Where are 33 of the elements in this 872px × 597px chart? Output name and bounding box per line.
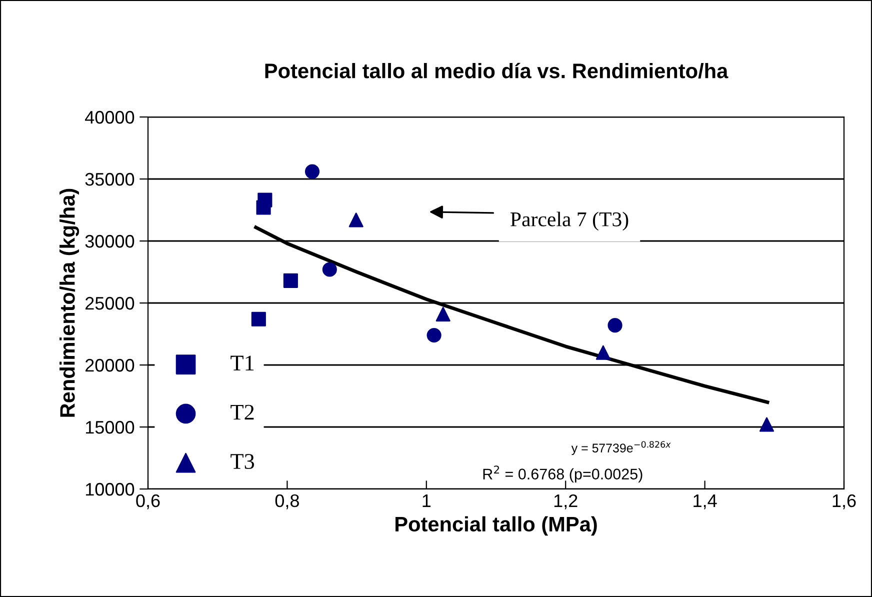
y-tick-label: 15000 — [86, 420, 134, 434]
point — [256, 200, 271, 215]
annotation: Parcela 7 (T3) — [510, 212, 628, 231]
x-tick-label: 1,2 — [554, 494, 578, 510]
point — [304, 164, 320, 179]
x-axis-title: Potencial tallo (MPa) — [396, 516, 597, 536]
point — [596, 345, 610, 360]
y-tick-label: 25000 — [86, 296, 134, 310]
x-tick-label: 1,4 — [694, 494, 717, 510]
y-tick-label: 20000 — [86, 358, 134, 372]
y-tick-label: 40000 — [85, 110, 134, 124]
annotation: y = 57739e$^{−0.826x}$ — [571, 441, 671, 455]
point — [322, 262, 337, 277]
x-tick-label: 1 — [422, 494, 431, 507]
chart-title: Potencial tallo al medio día vs. Rendimiento/ha — [265, 62, 728, 79]
legend-label: T3 — [230, 454, 254, 469]
x-tick-label: 0,6 — [136, 494, 160, 510]
legend-label: T1 — [230, 356, 254, 370]
y-tick-label: 35000 — [85, 172, 134, 186]
point — [251, 312, 266, 326]
y-tick-label: 10000 — [86, 482, 134, 496]
point — [608, 318, 622, 333]
annotation: R$^{2}$ = 0.6768 (p=0.0025) — [483, 466, 642, 483]
y-axis-title: Rendimiento/ha (kg/ha) — [60, 188, 80, 417]
y-tick-label: 30000 — [85, 234, 134, 248]
x-tick-label: 1,6 — [832, 494, 856, 510]
point — [436, 306, 450, 322]
legend-label: T2 — [230, 404, 254, 420]
point — [759, 417, 774, 432]
point — [348, 212, 364, 228]
x-tick-label: 0,8 — [275, 494, 299, 510]
point — [426, 328, 442, 343]
point — [283, 273, 298, 288]
